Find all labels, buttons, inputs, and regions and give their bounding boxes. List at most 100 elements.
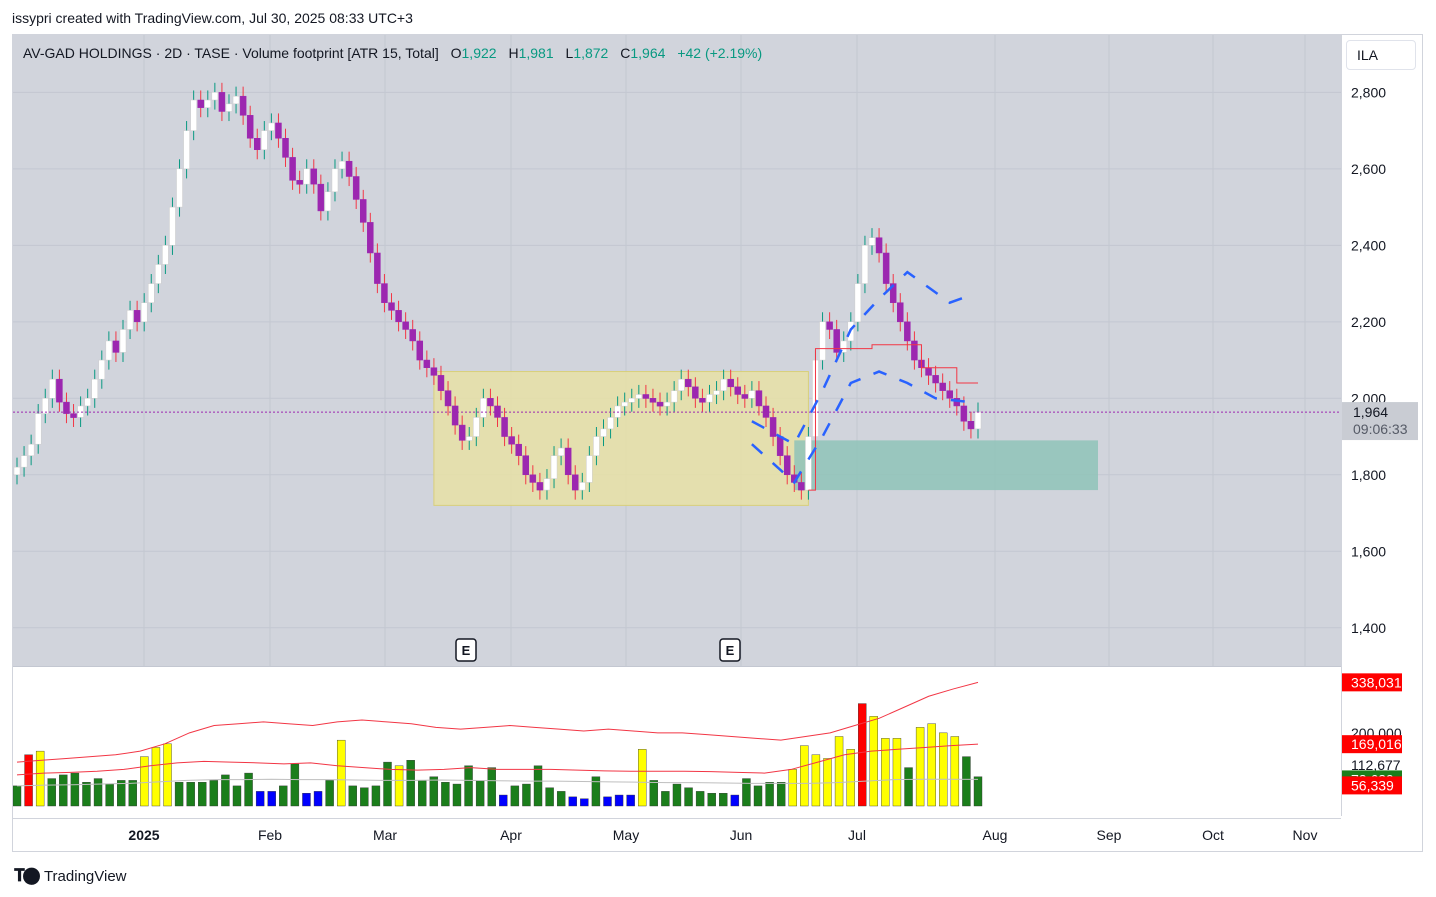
time-tick-label: Jun xyxy=(730,827,753,843)
candle-body xyxy=(197,99,204,108)
candle-body xyxy=(148,283,155,303)
candle-body xyxy=(70,413,77,418)
volume-bar xyxy=(13,785,22,807)
volume-bar xyxy=(834,736,844,807)
candle-body xyxy=(586,455,593,483)
candle-body xyxy=(833,329,840,353)
volume-upper-band xyxy=(16,681,979,763)
candle-body xyxy=(677,378,685,391)
candle-body xyxy=(162,245,169,265)
candle-body xyxy=(600,428,607,437)
volume-bar xyxy=(302,792,311,807)
time-axis-border xyxy=(13,818,1341,819)
candle-body xyxy=(119,329,127,353)
volume-bar xyxy=(823,758,832,807)
candle-body xyxy=(310,168,318,185)
candle-body xyxy=(246,115,254,139)
candle-body xyxy=(268,122,275,131)
volume-bar xyxy=(719,792,728,807)
candle-body xyxy=(352,176,360,200)
candle-body xyxy=(261,130,268,150)
candle-body xyxy=(487,398,494,407)
volume-label-bg xyxy=(1342,735,1402,754)
volume-bar xyxy=(846,749,855,807)
volume-bar xyxy=(117,780,126,807)
candle-body xyxy=(480,398,487,418)
volume-bar xyxy=(82,782,91,807)
volume-bar xyxy=(348,785,357,807)
volume-bar xyxy=(174,782,184,807)
candle-body xyxy=(579,482,586,491)
candle-body xyxy=(798,482,805,491)
time-tick-label: May xyxy=(613,827,639,843)
volume-bar xyxy=(892,738,902,807)
volume-bar xyxy=(522,783,531,807)
candle-body xyxy=(409,329,416,342)
candle-body xyxy=(593,436,600,456)
time-tick-label: Jul xyxy=(848,827,866,843)
candle-body xyxy=(126,310,134,330)
currency-button[interactable]: ILA xyxy=(1346,40,1416,70)
candle-body xyxy=(882,252,890,284)
earnings-event-marker xyxy=(719,638,741,662)
candle-body xyxy=(133,310,141,323)
candle-body xyxy=(275,122,282,139)
candle-body xyxy=(628,398,636,403)
candle-body xyxy=(939,382,946,391)
legend-close: 1,964 xyxy=(630,45,666,61)
last-price-box xyxy=(1342,402,1418,441)
volume-bar xyxy=(939,732,948,807)
candle-body xyxy=(225,103,233,112)
volume-bar xyxy=(915,727,925,807)
pane-separator xyxy=(13,666,1341,667)
candle-body xyxy=(557,447,565,456)
tradingview-logo[interactable]: 𝐓⬤ TradingView xyxy=(14,866,127,886)
candle-body xyxy=(105,340,113,361)
volume-bar xyxy=(707,792,716,807)
volume-bar xyxy=(279,785,288,807)
candle-body xyxy=(699,398,706,403)
lower-channel-line xyxy=(751,370,972,485)
price-chart[interactable]: 1,4001,6001,8002,0002,2002,4002,6002,800… xyxy=(13,35,1422,851)
time-tick-label: Apr xyxy=(500,827,522,843)
candle-body xyxy=(819,321,826,361)
candle-body xyxy=(536,482,544,491)
volume-bar xyxy=(800,745,809,807)
volume-bar xyxy=(325,780,334,807)
volume-bar xyxy=(140,756,149,807)
candle-body xyxy=(805,436,812,491)
volume-bar xyxy=(105,783,114,807)
volume-bar xyxy=(360,787,369,807)
candle-body xyxy=(875,237,883,254)
tradingview-icon: 𝐓⬤ xyxy=(14,866,40,885)
volume-bar xyxy=(441,782,450,807)
candle-body xyxy=(826,321,833,330)
candle-body xyxy=(642,394,650,399)
price-tick-label: 2,200 xyxy=(1351,314,1386,330)
candle-body xyxy=(840,340,847,353)
candle-body xyxy=(607,417,614,430)
candle-body xyxy=(444,390,452,407)
candle-body xyxy=(889,283,897,303)
candle-body xyxy=(20,455,28,468)
candle-body xyxy=(155,264,162,284)
candle-body xyxy=(967,420,975,430)
volume-label-bg xyxy=(1342,673,1402,692)
volume-bar xyxy=(614,794,624,807)
legend-symbol: AV-GAD HOLDINGS · 2D · TASE · Volume foo… xyxy=(23,45,439,61)
candle-body xyxy=(713,390,720,395)
time-tick-label: Sep xyxy=(1097,827,1122,843)
volume-bar xyxy=(371,785,381,807)
candle-body xyxy=(861,245,869,284)
candle-body xyxy=(932,375,939,384)
candle-body xyxy=(776,436,784,456)
volume-bar xyxy=(418,780,427,807)
volume-bar xyxy=(742,778,751,807)
candle-body xyxy=(656,401,664,407)
volume-bar xyxy=(962,756,971,807)
time-tick-label: 2025 xyxy=(128,827,159,843)
candle-body xyxy=(91,378,98,399)
candle-body xyxy=(706,394,713,403)
legend-open-key: O xyxy=(450,45,462,61)
candle-body xyxy=(402,321,409,330)
